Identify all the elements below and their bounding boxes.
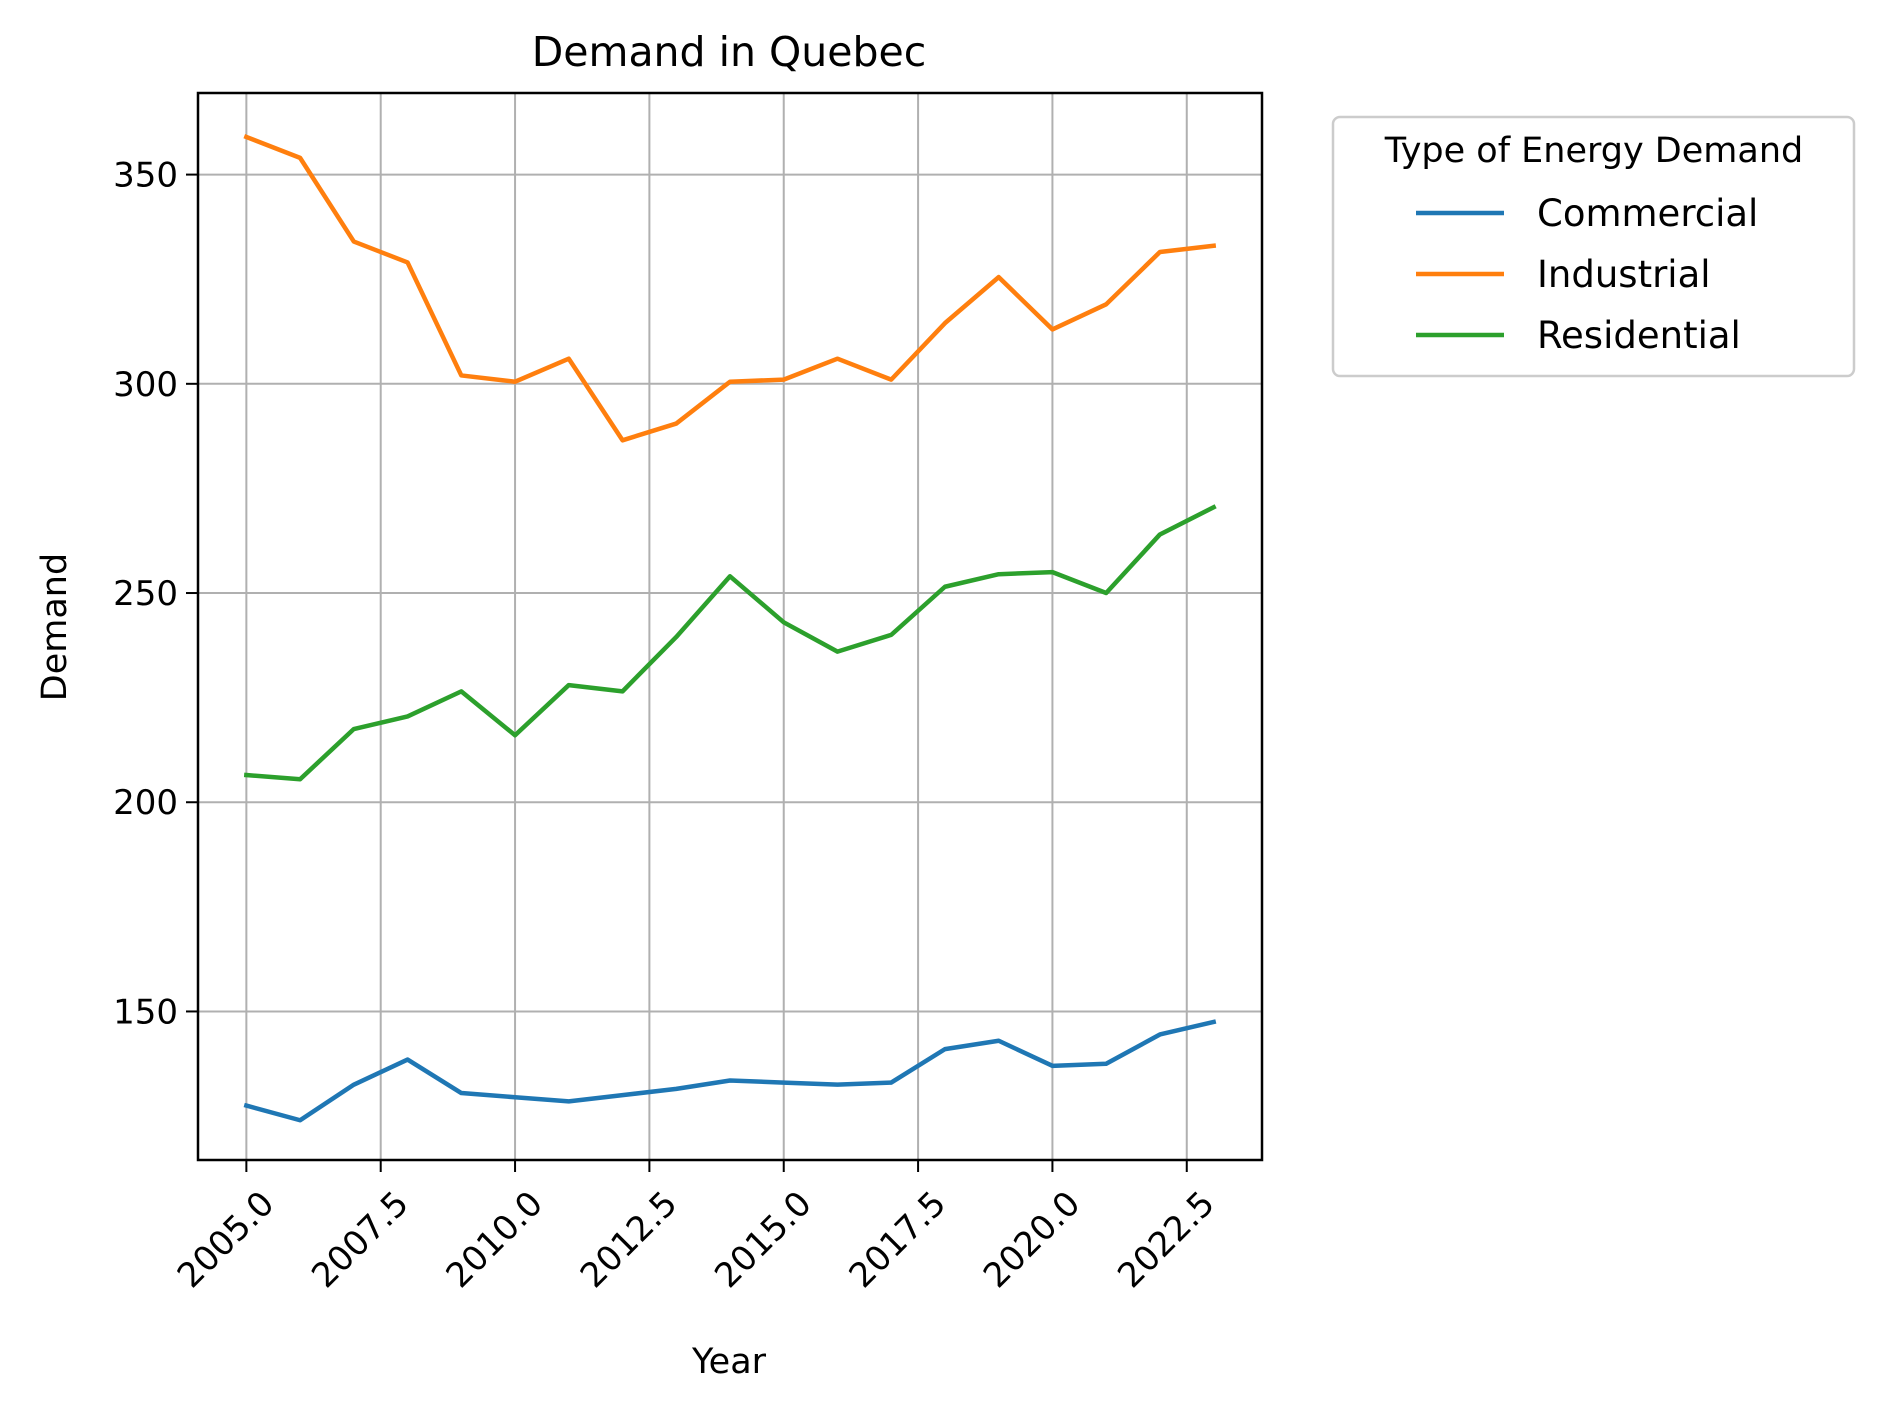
series-line-industrial	[243, 134, 1217, 443]
legend-title: Type of Energy Demand	[1384, 131, 1803, 171]
x-axis-label: Year	[691, 1342, 767, 1382]
grid	[198, 93, 1262, 1160]
legend-label-residential: Residential	[1537, 314, 1741, 357]
legend: Type of Energy Demand Commercial Industri…	[1331, 115, 1856, 378]
x-tick-label: 2005.0	[170, 1184, 282, 1296]
legend-box	[1331, 115, 1856, 378]
legend-label-industrial: Industrial	[1537, 253, 1711, 296]
y-axis-label: Demand	[35, 553, 75, 701]
chart-title: Demand in Quebec	[532, 28, 927, 76]
y-tick-label: 150	[113, 992, 178, 1032]
y-tick-label: 300	[113, 365, 178, 405]
x-axis-ticks: 2005.0 2007.5 2010.0 2012.5 2015.0 2017.5 2020…	[170, 1160, 1223, 1296]
x-tick-label: 2022.5	[1110, 1184, 1222, 1296]
legend-label-commercial: Commercial	[1537, 192, 1758, 235]
x-tick-label: 2017.5	[842, 1184, 954, 1296]
y-tick-label: 350	[113, 156, 178, 196]
x-tick-label: 2015.0	[707, 1184, 819, 1296]
series-line-residential	[243, 504, 1217, 782]
y-axis-ticks: 150 200 250 300 350	[113, 156, 198, 1032]
x-tick-label: 2012.5	[573, 1184, 685, 1296]
x-tick-label: 2007.5	[304, 1184, 416, 1296]
series-line-commercial	[243, 1019, 1217, 1123]
y-tick-label: 200	[113, 783, 178, 823]
y-tick-label: 250	[113, 574, 178, 614]
plot-frame	[196, 91, 1264, 1162]
x-tick-label: 2010.0	[439, 1184, 551, 1296]
x-tick-label: 2020.0	[976, 1184, 1088, 1296]
series-lines	[243, 134, 1217, 1123]
